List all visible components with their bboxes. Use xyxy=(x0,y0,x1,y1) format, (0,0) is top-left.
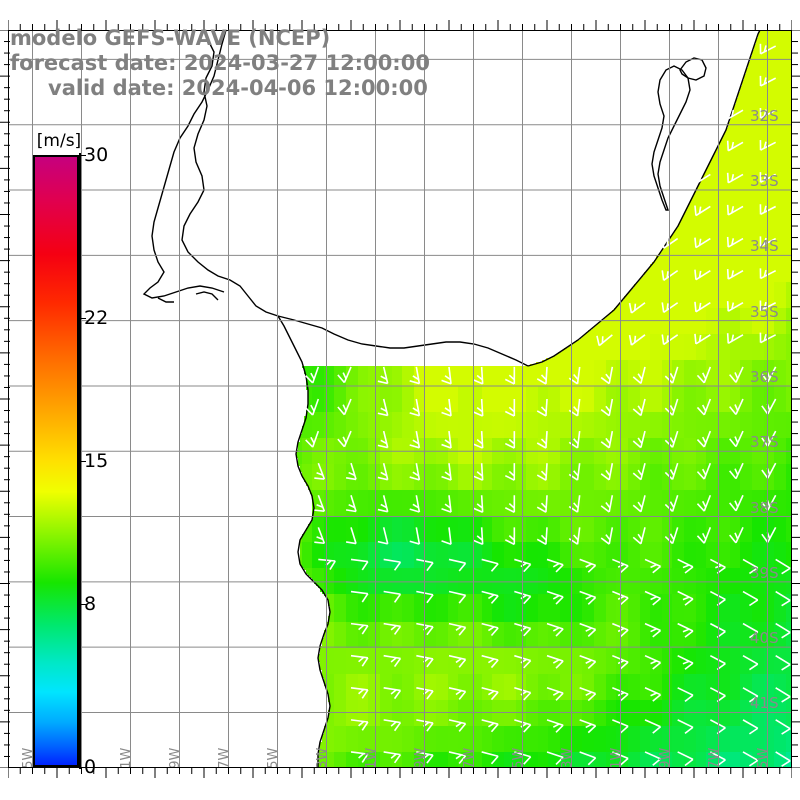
colorbar-tick-0: 0 xyxy=(84,756,97,778)
map-plot-area[interactable]: 65W63W61W59W57W55W53W51W49W47W45W43W41W3… xyxy=(8,30,792,768)
right-axis-ticks xyxy=(792,30,800,768)
longitude-label-39W: 39W xyxy=(657,747,673,768)
left-axis-ticks xyxy=(0,30,10,768)
colorbar-tick-mark xyxy=(79,603,86,605)
bottom-axis-ticks xyxy=(8,768,792,778)
colorbar-tick-8: 8 xyxy=(84,592,97,615)
colorbar-tick-mark xyxy=(79,461,86,462)
longitude-label-41W: 41W xyxy=(608,747,624,768)
latitude-label-32S: 32S xyxy=(750,106,779,125)
latitude-label-36S: 36S xyxy=(750,367,779,386)
longitude-label-51W: 51W xyxy=(363,747,379,768)
longitude-label-37W: 37W xyxy=(706,747,722,768)
latitude-label-34S: 34S xyxy=(750,237,779,256)
longitude-label-61W: 61W xyxy=(118,747,134,768)
latitude-label-38S: 38S xyxy=(750,498,779,517)
colorbar-tick-mark xyxy=(79,767,86,768)
wind-speed-color-field xyxy=(8,30,792,768)
colorbar-tick-22: 22 xyxy=(84,307,109,330)
latitude-label-40S: 40S xyxy=(750,629,779,648)
longitude-label-49W: 49W xyxy=(412,747,428,768)
colorbar-tick-30: 30 xyxy=(84,144,109,166)
longitude-label-55W: 55W xyxy=(265,747,281,768)
longitude-label-47W: 47W xyxy=(461,747,477,768)
longitude-label-57W: 57W xyxy=(216,747,232,768)
colorbar-tick-15: 15 xyxy=(84,450,109,472)
longitude-label-35W: 35W xyxy=(755,747,771,768)
longitude-label-59W: 59W xyxy=(167,747,183,768)
colorbar-unit-label: [m/s] xyxy=(36,131,82,151)
longitude-label-43W: 43W xyxy=(559,747,575,768)
map-coordinate-labels: 65W63W61W59W57W55W53W51W49W47W45W43W41W3… xyxy=(8,30,792,768)
wind-barb-overlay xyxy=(305,43,791,767)
latitude-label-33S: 33S xyxy=(750,172,779,190)
latitude-label-37S: 37S xyxy=(750,433,779,452)
longitude-label-53W: 53W xyxy=(314,747,330,768)
colorbar-tick-mark xyxy=(79,318,86,320)
latitude-label-35S: 35S xyxy=(750,302,779,321)
longitude-label-45W: 45W xyxy=(510,747,526,768)
colorbar[interactable] xyxy=(33,155,79,767)
map-gridlines xyxy=(8,30,792,768)
top-axis-ticks xyxy=(8,20,792,30)
latitude-label-39S: 39S xyxy=(750,563,779,582)
colorbar-tick-mark xyxy=(79,155,86,156)
colorbar-gradient xyxy=(33,155,79,767)
latitude-label-41S: 41S xyxy=(750,694,779,713)
